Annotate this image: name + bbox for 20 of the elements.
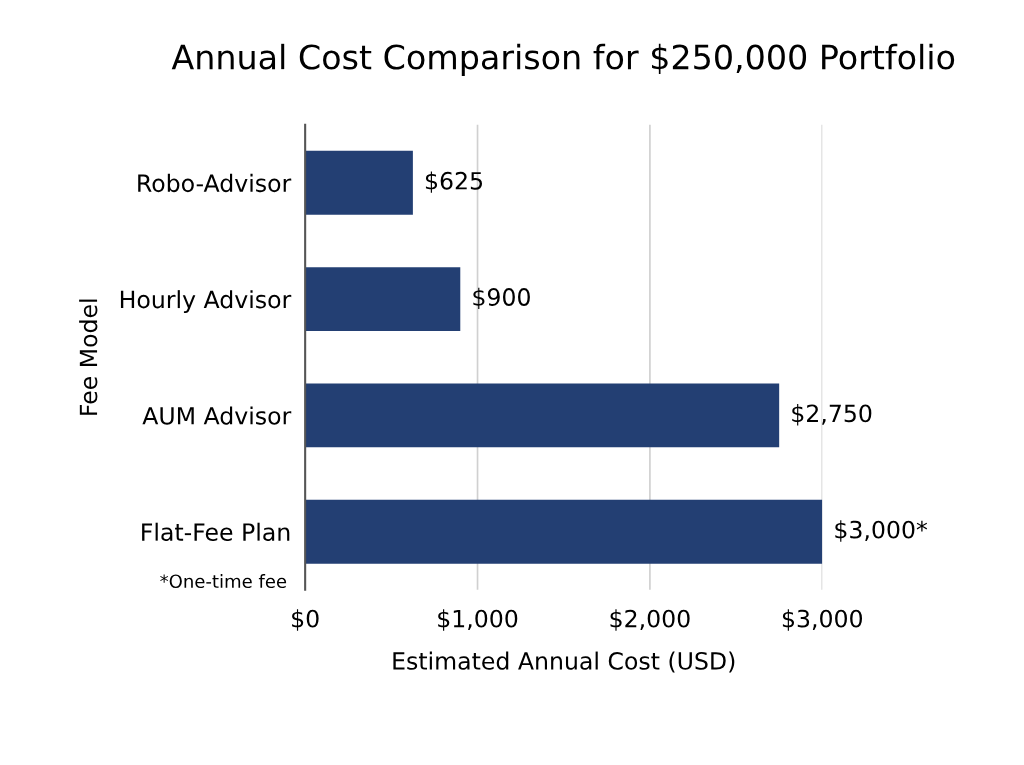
bar	[305, 383, 780, 448]
bar	[305, 499, 823, 564]
x-tick-label: $3,000	[782, 609, 863, 631]
data-label: $3,000*	[835, 520, 928, 542]
x-tick-label: $0	[292, 609, 319, 631]
x-tick-label: $2,000	[610, 609, 690, 631]
y-tick-label: Robo-Advisor	[138, 173, 292, 193]
y-tick-label: Hourly Advisor	[120, 290, 292, 313]
x-tick-label: $1,000	[438, 609, 518, 631]
data-label: $625	[425, 171, 483, 193]
y-tick-label: AUM Advisor	[142, 406, 292, 425]
bar	[305, 150, 413, 215]
y-axis-title: Fee Model	[79, 299, 98, 415]
data-label: $900	[473, 287, 530, 310]
bar	[305, 267, 461, 332]
data-label: $2,750	[792, 403, 872, 426]
text: *One-time fee	[160, 574, 287, 589]
x-axis-title: Estimated Annual Cost (USD)	[393, 651, 735, 673]
y-tick-label: Flat-Fee Plan	[142, 522, 290, 541]
chart-title: Annual Cost Comparison for $250,000 Portfolio	[171, 43, 955, 77]
